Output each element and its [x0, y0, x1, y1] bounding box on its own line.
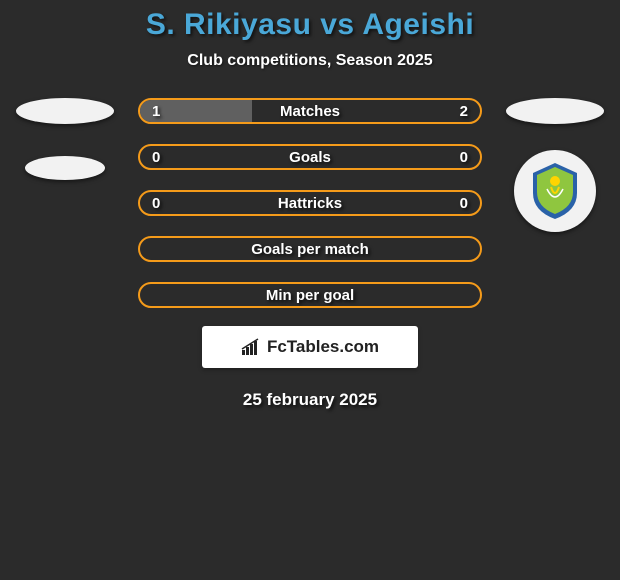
stats-column: 1 Matches 2 0 Goals 0 0 Hattricks 0 Goal… [120, 98, 500, 308]
bars-icon [241, 338, 263, 356]
stat-row-goals-per-match: Goals per match [138, 236, 482, 262]
stat-label: Goals per match [140, 238, 480, 260]
source-logo[interactable]: FcTables.com [202, 326, 418, 368]
player-avatar-placeholder [16, 98, 114, 124]
stat-row-hattricks: 0 Hattricks 0 [138, 190, 482, 216]
date-label: 25 february 2025 [0, 390, 620, 410]
stat-right-value: 2 [460, 100, 468, 122]
stat-right-value: 0 [460, 192, 468, 214]
team-crest-icon [523, 159, 587, 223]
stat-label: Goals [140, 146, 480, 168]
stat-label: Hattricks [140, 192, 480, 214]
logo-label: FcTables.com [267, 337, 379, 357]
page-subtitle: Club competitions, Season 2025 [0, 52, 620, 70]
stat-label: Min per goal [140, 284, 480, 306]
logo-content: FcTables.com [241, 337, 379, 357]
content-row: 1 Matches 2 0 Goals 0 0 Hattricks 0 Goal… [0, 98, 620, 308]
stat-row-goals: 0 Goals 0 [138, 144, 482, 170]
stat-row-matches: 1 Matches 2 [138, 98, 482, 124]
comparison-card: S. Rikiyasu vs Ageishi Club competitions… [0, 0, 620, 410]
page-title: S. Rikiyasu vs Ageishi [0, 8, 620, 42]
team-badge [514, 150, 596, 232]
team-badge-placeholder [25, 156, 105, 180]
stat-row-min-per-goal: Min per goal [138, 282, 482, 308]
stat-right-value: 0 [460, 146, 468, 168]
player-avatar-placeholder [506, 98, 604, 124]
stat-label: Matches [140, 100, 480, 122]
left-player-column [10, 98, 120, 180]
right-player-column [500, 98, 610, 232]
